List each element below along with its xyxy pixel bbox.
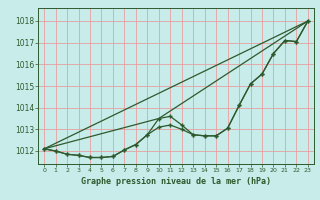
X-axis label: Graphe pression niveau de la mer (hPa): Graphe pression niveau de la mer (hPa) bbox=[81, 177, 271, 186]
